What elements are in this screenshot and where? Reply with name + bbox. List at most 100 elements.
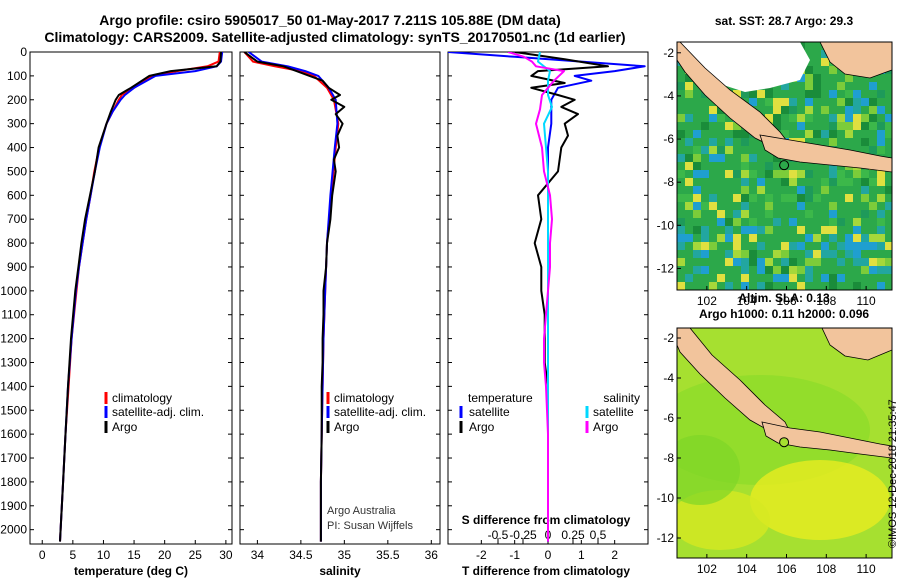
x-tick-label: 25 [189,548,203,562]
s-tick-label: -0.25 [509,528,537,542]
sst-cell [861,266,869,274]
depth-tick-label: 200 [7,93,27,107]
sst-cell [861,186,869,194]
sst-cell [885,202,892,210]
sst-cell [829,218,837,226]
sst-cell [749,170,757,178]
sst-cell [789,106,797,114]
sst-cell [805,106,813,114]
sst-cell [701,162,709,170]
sla-map-title1: Altim. SLA: 0.13 [738,291,830,305]
series-line-t-satellite [448,52,646,542]
sst-cell [861,178,869,186]
sst-cell [853,106,861,114]
sst-cell [869,266,877,274]
legend-climatology: climatology [334,391,394,405]
sst-cell [677,234,685,242]
sst-cell [805,266,813,274]
sst-cell [845,234,853,242]
sst-cell [677,282,685,290]
sst-cell [693,146,701,154]
sst-cell [877,282,885,290]
map-x-tick-label: 110 [857,294,876,308]
sst-cell [725,226,733,234]
figure-title-line1: Argo profile: csiro 5905017_50 01-May-20… [99,12,560,28]
sst-cell [789,178,797,186]
legend-satellite-adj: satellite-adj. clim. [334,405,426,419]
x-tick-label: 20 [158,548,172,562]
sst-cell [789,170,797,178]
sst-cell [757,242,765,250]
sst-cell [741,202,749,210]
sst-cell [693,114,701,122]
sst-cell [845,250,853,258]
sst-cell [725,114,733,122]
sst-cell [869,122,877,130]
sst-cell [685,194,693,202]
map-y-tick-label: -10 [657,491,675,505]
sst-cell [677,242,685,250]
sst-cell [749,226,757,234]
sst-cell [725,170,733,178]
sst-cell [693,162,701,170]
sst-cell [701,266,709,274]
sst-cell [821,274,829,282]
sst-cell [877,210,885,218]
sst-cell [845,98,853,106]
sst-cell [869,258,877,266]
x-tick-label: 2 [611,548,618,562]
sst-cell [773,106,781,114]
sst-cell [845,114,853,122]
sst-cell [805,250,813,258]
sst-cell [733,218,741,226]
sst-cell [797,282,805,290]
sst-cell [741,154,749,162]
map-y-tick-label: -6 [663,132,674,146]
map-x-tick-label: 102 [697,562,717,576]
sst-cell [765,258,773,266]
depth-tick-label: 1000 [0,284,27,298]
map-y-tick-label: -4 [663,371,674,385]
sst-cell [725,250,733,258]
sst-cell [845,106,853,114]
sst-cell [717,114,725,122]
sst-cell [845,74,853,82]
sst-cell [709,146,717,154]
sst-cell [677,114,685,122]
sst-cell [701,146,709,154]
map-y-tick-label: -2 [663,331,674,345]
sst-cell [789,98,797,106]
sst-cell [709,114,717,122]
sst-cell [829,138,837,146]
sst-cell [813,234,821,242]
x-tick-label: 34.5 [289,548,313,562]
depth-tick-label: 1900 [0,499,27,513]
sla-map-title2: Argo h1000: 0.11 h2000: 0.096 [699,307,869,321]
sst-cell [805,66,813,74]
sst-cell [765,282,773,290]
sst-cell [861,210,869,218]
map-x-tick-label: 104 [737,294,757,308]
map-x-tick-label: 104 [737,562,757,576]
borneo-land [819,42,892,79]
sst-cell [805,258,813,266]
sst-cell [677,154,685,162]
argo-position-marker [779,437,790,448]
sst-cell [789,274,797,282]
legend-s-satellite: satellite [593,405,634,419]
sst-cell [845,194,853,202]
sst-cell [741,250,749,258]
imos-timestamp: ©IMOS 12-Dec-2018 21:35:47 [887,399,899,548]
sst-cell [805,74,813,82]
sst-cell [781,258,789,266]
sla-map-frame [676,327,893,559]
temperature-panel-frame [29,51,233,545]
sst-cell [725,258,733,266]
series-line-t-argo [514,52,609,542]
sst-cell [821,178,829,186]
sst-cell [869,178,877,186]
sst-cell [837,178,845,186]
map-y-tick-label: -8 [663,451,674,465]
sst-cell [733,258,741,266]
